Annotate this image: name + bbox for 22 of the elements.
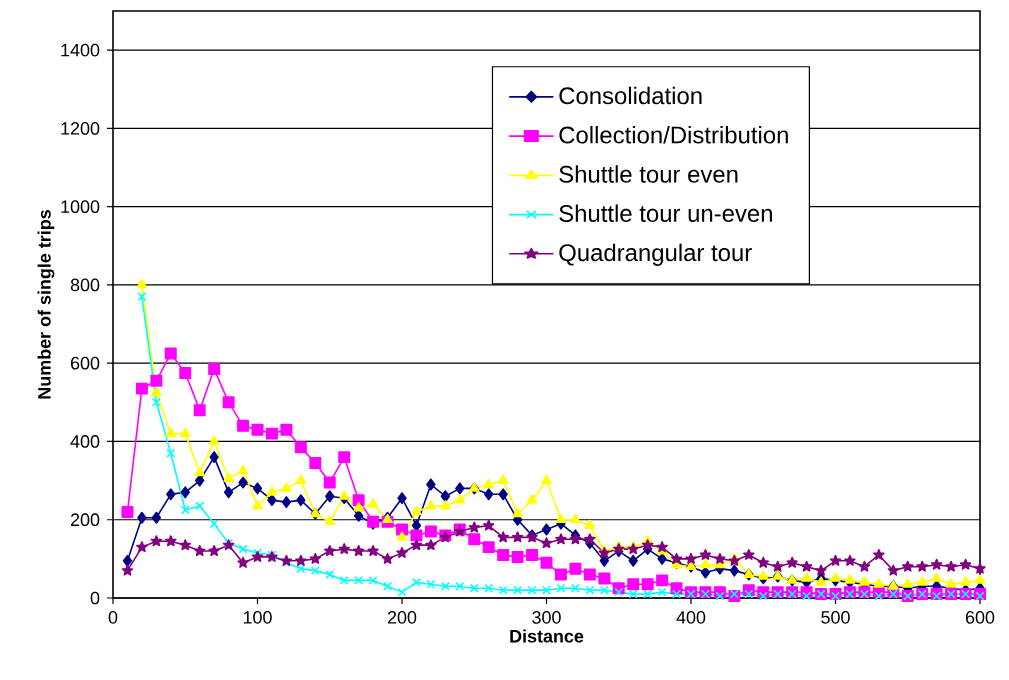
y-tick-label: 400 — [70, 435, 100, 448]
x-tick-label: 500 — [821, 611, 850, 624]
x-axis-title: Distance — [510, 629, 584, 643]
legend-label: Quadrangular tour — [559, 243, 752, 266]
y-tick-label: 200 — [70, 513, 100, 527]
x-tick-label: 200 — [387, 611, 417, 624]
legend-label: Shuttle tour even — [559, 165, 738, 183]
y-tick-label: 1200 — [61, 122, 100, 135]
x-tick-label: 600 — [965, 611, 995, 624]
legend-label: Shuttle tour un-even — [559, 204, 772, 222]
y-tick-label: 1400 — [61, 43, 100, 57]
x-tick-label: 100 — [243, 611, 272, 624]
x-tick-label: 400 — [676, 611, 706, 624]
y-tick-label: 800 — [70, 278, 100, 292]
y-tick-label: 1000 — [61, 200, 100, 214]
x-tick-label: 0 — [108, 611, 118, 624]
y-axis-title: Number of single trips — [37, 210, 55, 399]
legend-label: Collection/Distribution — [559, 125, 788, 144]
y-tick-label: 0 — [90, 591, 100, 605]
x-tick-label: 300 — [532, 611, 561, 624]
y-tick-label: 600 — [70, 356, 100, 370]
legend-label: Consolidation — [559, 86, 702, 105]
